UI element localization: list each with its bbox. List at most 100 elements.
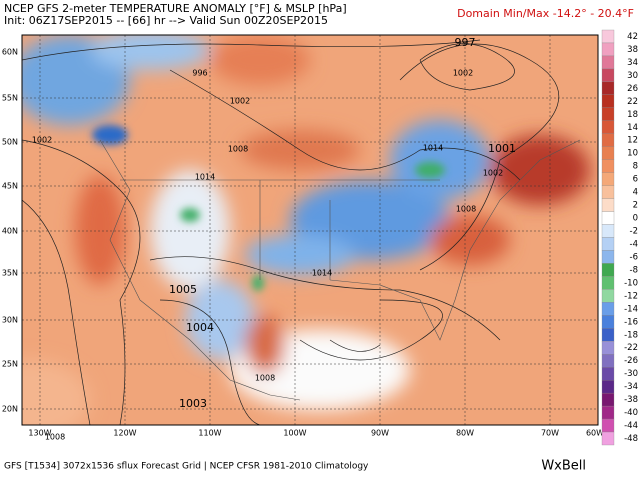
map-frame — [21, 34, 599, 426]
isobar-labels: 997 1002 996 1002 1008 1014 1001 1002 1014 1002 10… — [32, 36, 516, 442]
colorbar-swatch — [601, 224, 615, 238]
colorbar-swatch — [601, 315, 615, 329]
lon-label: 120W — [113, 429, 136, 438]
isobar-label: 1008 — [456, 205, 476, 214]
colorbar-label: 38 — [627, 45, 638, 55]
isobar-label: 1008 — [255, 374, 275, 383]
lat-label: 60N — [2, 48, 18, 57]
colorbar-swatch — [601, 367, 615, 381]
colorbar-label: 34 — [627, 58, 638, 68]
colorbar-swatch — [601, 211, 615, 225]
colorbar-label: -26 — [624, 356, 638, 366]
domain-minmax: Domain Min/Max -14.2° - 20.4°F — [457, 7, 634, 20]
colorbar-swatch — [601, 29, 615, 44]
colorbar-label: -30 — [624, 369, 638, 379]
lon-label: 130W — [28, 429, 51, 438]
lat-label: 30N — [2, 316, 18, 325]
colorbar-label: -18 — [624, 330, 638, 340]
isobar-label: 1014 — [312, 269, 332, 278]
colorbar-label: -40 — [624, 408, 638, 418]
colorbar-label: 42 — [627, 32, 638, 42]
isobar-label: 1004 — [186, 321, 214, 334]
colorbar-label: 6 — [633, 175, 638, 185]
lon-label: 70W — [541, 429, 559, 438]
colorbar-label: 4 — [633, 188, 638, 198]
colorbar-label: -38 — [624, 395, 638, 405]
colorbar-swatch — [601, 250, 615, 264]
isobar-label: 1014 — [423, 144, 443, 153]
colorbar-swatch — [601, 55, 615, 70]
colorbar-swatch — [601, 107, 615, 121]
colorbar-swatch — [601, 341, 615, 355]
colorbar-swatch — [601, 120, 615, 134]
lat-labels: 60N 55N 50N 45N 40N 35N 30N 25N 20N — [2, 48, 18, 414]
lon-labels: 130W 120W 110W 100W 90W 80W 70W 60W — [28, 429, 604, 438]
colorbar-label: -4 — [630, 239, 638, 249]
colorbar-label: 22 — [627, 97, 638, 107]
isobar-label: 1002 — [483, 169, 503, 178]
lon-label: 110W — [198, 429, 221, 438]
lat-label: 20N — [2, 405, 18, 414]
isobar-label: 1002 — [230, 97, 250, 106]
colorbar-label: 14 — [627, 123, 638, 133]
colorbar-swatch — [601, 328, 615, 342]
colorbar: 4238343026221814121086420-2-4-6-8-10-12-… — [601, 29, 638, 446]
colorbar-swatch — [601, 302, 615, 316]
colorbar-label: 8 — [633, 162, 638, 172]
colorbar-swatch — [601, 198, 615, 212]
colorbar-label: 0 — [633, 214, 638, 224]
colorbar-label: 30 — [627, 71, 638, 81]
colorbar-swatch — [601, 354, 615, 368]
colorbar-label: -44 — [624, 421, 638, 431]
colorbar-swatch — [601, 392, 615, 407]
colorbar-swatch — [601, 172, 615, 186]
colorbar-swatch — [601, 405, 615, 420]
isobar-label: 997 — [455, 36, 476, 49]
isobar-label: 996 — [192, 69, 207, 78]
colorbar-swatch — [601, 68, 615, 83]
colorbar-swatch — [601, 380, 615, 394]
isobar-label: 1005 — [169, 283, 197, 296]
colorbar-label: -12 — [624, 291, 638, 301]
isobar-label: 1014 — [195, 173, 215, 182]
isobar-label: 1008 — [45, 433, 65, 442]
colorbar-swatch — [601, 289, 615, 303]
lat-label: 40N — [2, 227, 18, 236]
lon-label: 60W — [586, 429, 604, 438]
isobar-label: 1003 — [179, 397, 207, 410]
lon-label: 90W — [371, 429, 389, 438]
colorbar-swatch — [601, 159, 615, 173]
lat-label: 50N — [2, 138, 18, 147]
init-line: Init: 06Z17SEP2015 -- [66] hr --> Valid … — [4, 14, 328, 27]
colorbar-swatch — [601, 185, 615, 199]
colorbar-label: -10 — [624, 278, 638, 288]
colorbar-label: 18 — [627, 110, 638, 120]
colorbar-swatch — [601, 81, 615, 95]
isobar-label: 1008 — [228, 145, 248, 154]
colorbar-swatch — [601, 42, 615, 57]
isobar-label: 1002 — [453, 69, 473, 78]
colorbar-swatch — [601, 431, 615, 446]
colorbar-label: -2 — [630, 227, 638, 237]
colorbar-label: -14 — [624, 304, 638, 314]
lat-label: 35N — [2, 269, 18, 278]
isobar-label: 1001 — [488, 142, 516, 155]
lon-label: 100W — [283, 429, 306, 438]
lat-label: 45N — [2, 182, 18, 191]
map — [22, 35, 598, 425]
colorbar-swatch — [601, 237, 615, 251]
isobar-label: 1002 — [32, 136, 52, 145]
brand: WxBell — [541, 459, 586, 474]
colorbar-swatch — [601, 418, 615, 433]
colorbar-label: 2 — [633, 201, 638, 211]
colorbar-label: -22 — [624, 343, 638, 353]
footer: GFS [T1534] 3072x1536 sflux Forecast Gri… — [4, 462, 369, 472]
colorbar-swatch — [601, 276, 615, 290]
colorbar-label: -16 — [624, 317, 638, 327]
title: NCEP GFS 2-meter TEMPERATURE ANOMALY [°F… — [4, 2, 347, 15]
colorbar-label: 26 — [627, 84, 638, 94]
lon-label: 80W — [456, 429, 474, 438]
colorbar-swatch — [601, 133, 615, 147]
colorbar-label: -6 — [630, 252, 638, 262]
